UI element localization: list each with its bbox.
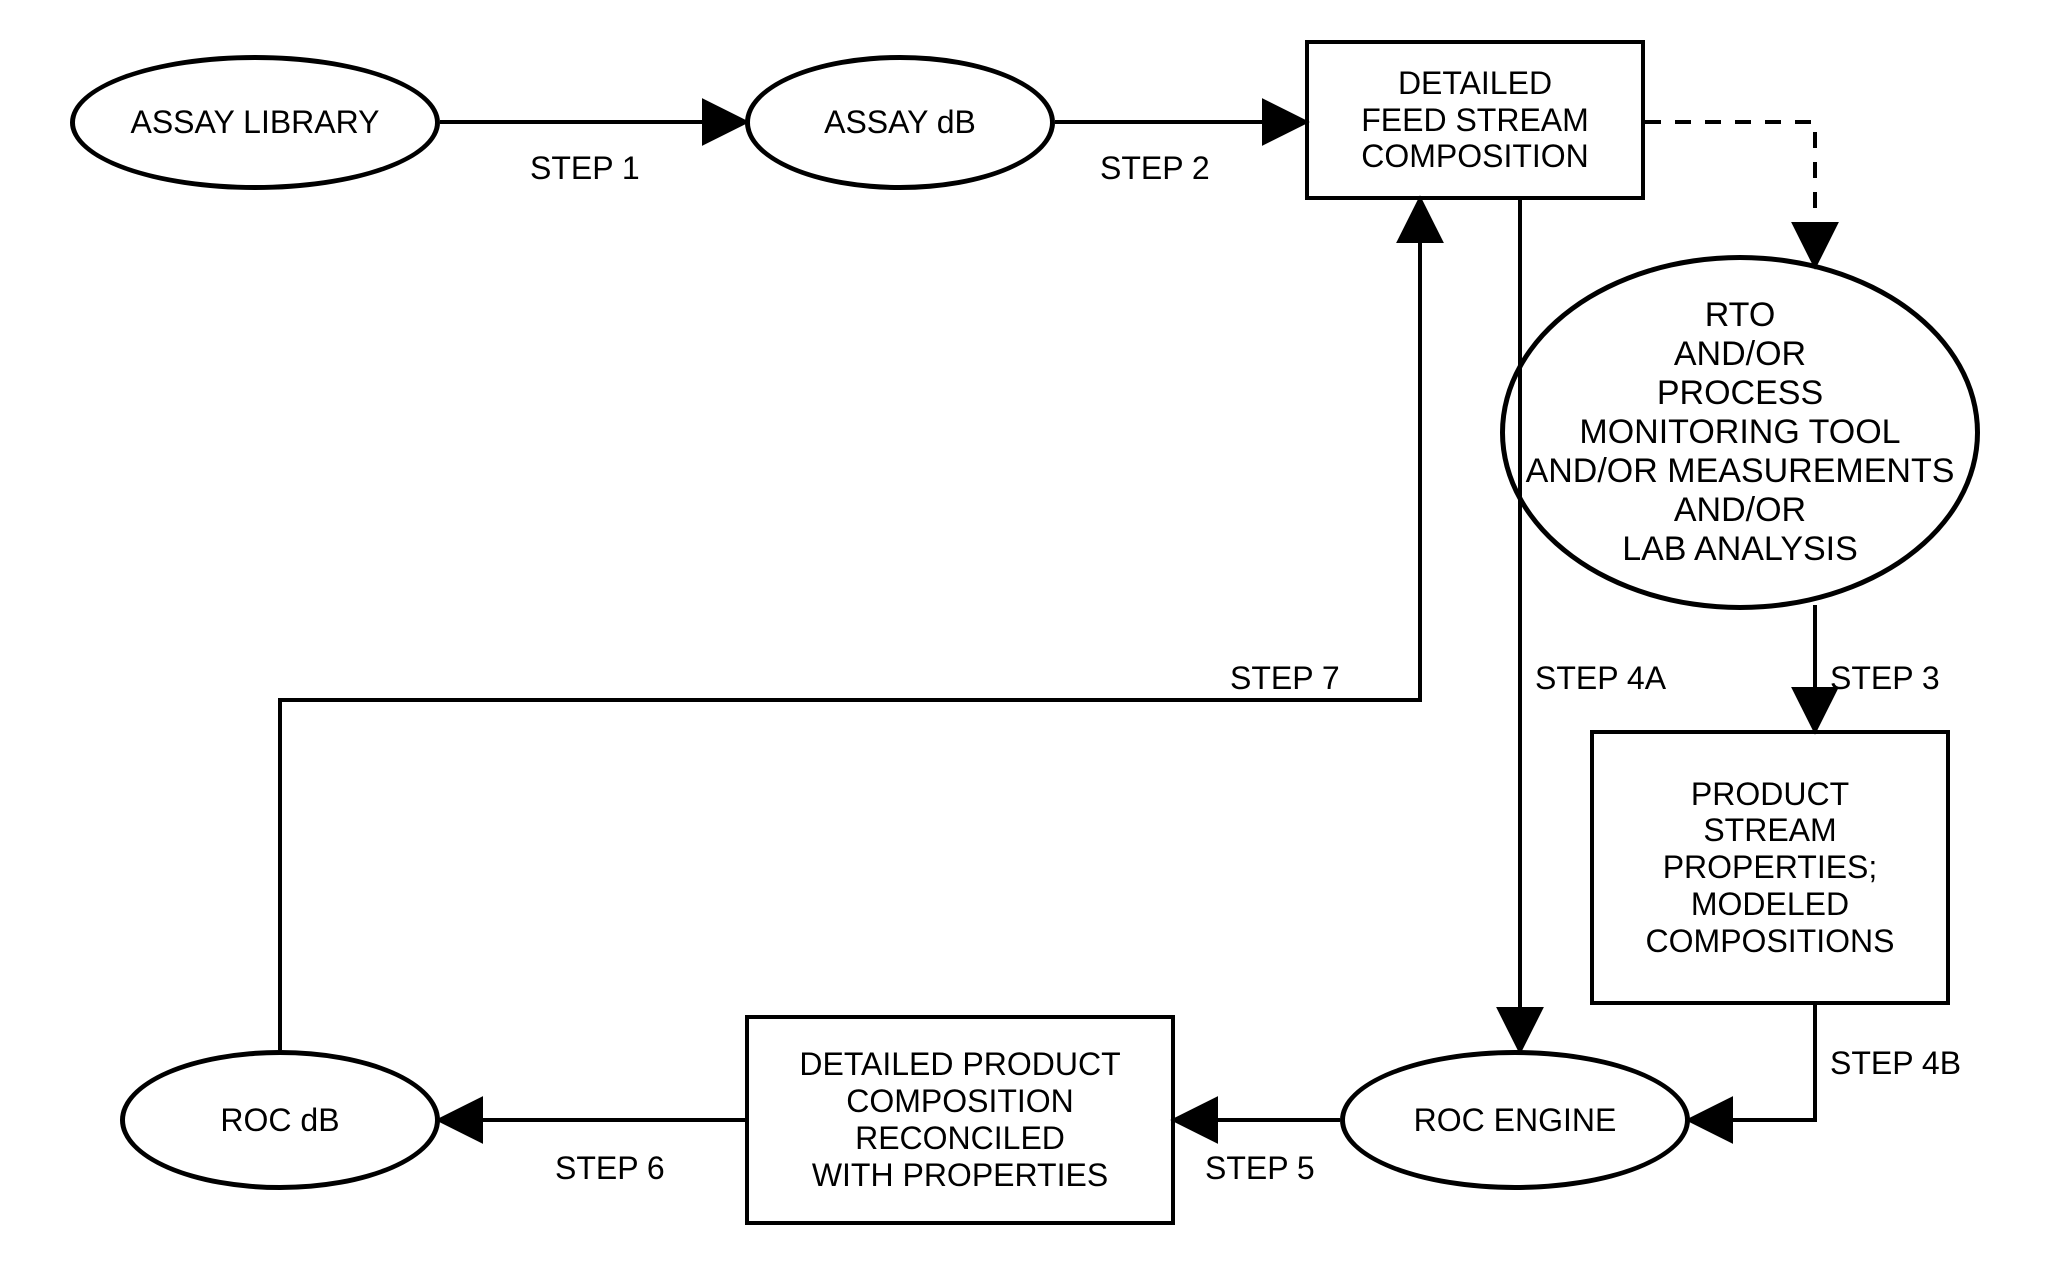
edge-label-step7: STEP 7 bbox=[1230, 660, 1340, 697]
node-product_stream: PRODUCT STREAM PROPERTIES; MODELED COMPO… bbox=[1590, 730, 1950, 1005]
node-label: RTO AND/OR PROCESS MONITORING TOOL AND/O… bbox=[1526, 296, 1955, 570]
node-roc_db: ROC dB bbox=[120, 1050, 440, 1190]
node-label: PRODUCT STREAM PROPERTIES; MODELED COMPO… bbox=[1646, 776, 1895, 960]
node-assay_db: ASSAY dB bbox=[745, 55, 1055, 190]
edge-dashed bbox=[1645, 122, 1815, 265]
edge-label-step4b: STEP 4B bbox=[1830, 1045, 1961, 1082]
edge-label-step4a: STEP 4A bbox=[1535, 660, 1666, 697]
edge-label-step1: STEP 1 bbox=[530, 150, 640, 187]
edge-label-step2: STEP 2 bbox=[1100, 150, 1210, 187]
node-detailed_product: DETAILED PRODUCT COMPOSITION RECONCILED … bbox=[745, 1015, 1175, 1225]
edge-step7 bbox=[280, 200, 1420, 1050]
edge-label-step6: STEP 6 bbox=[555, 1150, 665, 1187]
edge-label-step3: STEP 3 bbox=[1830, 660, 1940, 697]
node-roc_engine: ROC ENGINE bbox=[1340, 1050, 1690, 1190]
edge-label-step5: STEP 5 bbox=[1205, 1150, 1315, 1187]
node-label: ROC ENGINE bbox=[1414, 1102, 1617, 1139]
diagram-canvas: ASSAY LIBRARY ASSAY dB DETAILED FEED STREA… bbox=[0, 0, 2045, 1287]
node-label: DETAILED PRODUCT COMPOSITION RECONCILED … bbox=[799, 1046, 1120, 1193]
node-label: ASSAY LIBRARY bbox=[130, 104, 379, 141]
node-label: ROC dB bbox=[220, 1102, 339, 1139]
edge-step4b bbox=[1690, 1005, 1815, 1120]
node-detailed_feed: DETAILED FEED STREAM COMPOSITION bbox=[1305, 40, 1645, 200]
node-label: DETAILED FEED STREAM COMPOSITION bbox=[1361, 65, 1589, 175]
node-label: ASSAY dB bbox=[824, 104, 976, 141]
node-rto: RTO AND/OR PROCESS MONITORING TOOL AND/O… bbox=[1500, 255, 1980, 610]
node-assay_library: ASSAY LIBRARY bbox=[70, 55, 440, 190]
